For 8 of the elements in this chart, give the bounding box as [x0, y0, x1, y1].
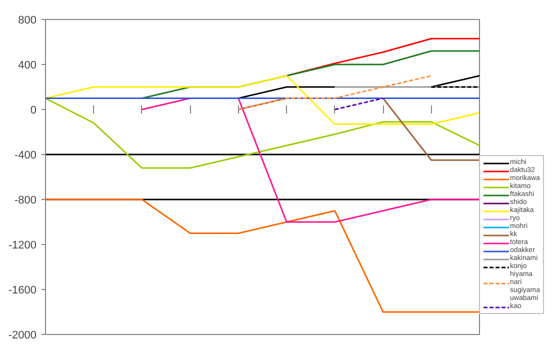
y-tick-label: -1200: [8, 240, 37, 252]
y-tick-label: -400: [14, 150, 37, 162]
y-tick-label: 800: [18, 14, 37, 26]
y-tick-label: 400: [18, 60, 37, 72]
y-tick-label: 0: [30, 104, 37, 116]
y-tick-label: -1600: [8, 284, 37, 296]
y-tick-label: -800: [14, 194, 37, 206]
y-tick-label: -2000: [8, 330, 37, 342]
